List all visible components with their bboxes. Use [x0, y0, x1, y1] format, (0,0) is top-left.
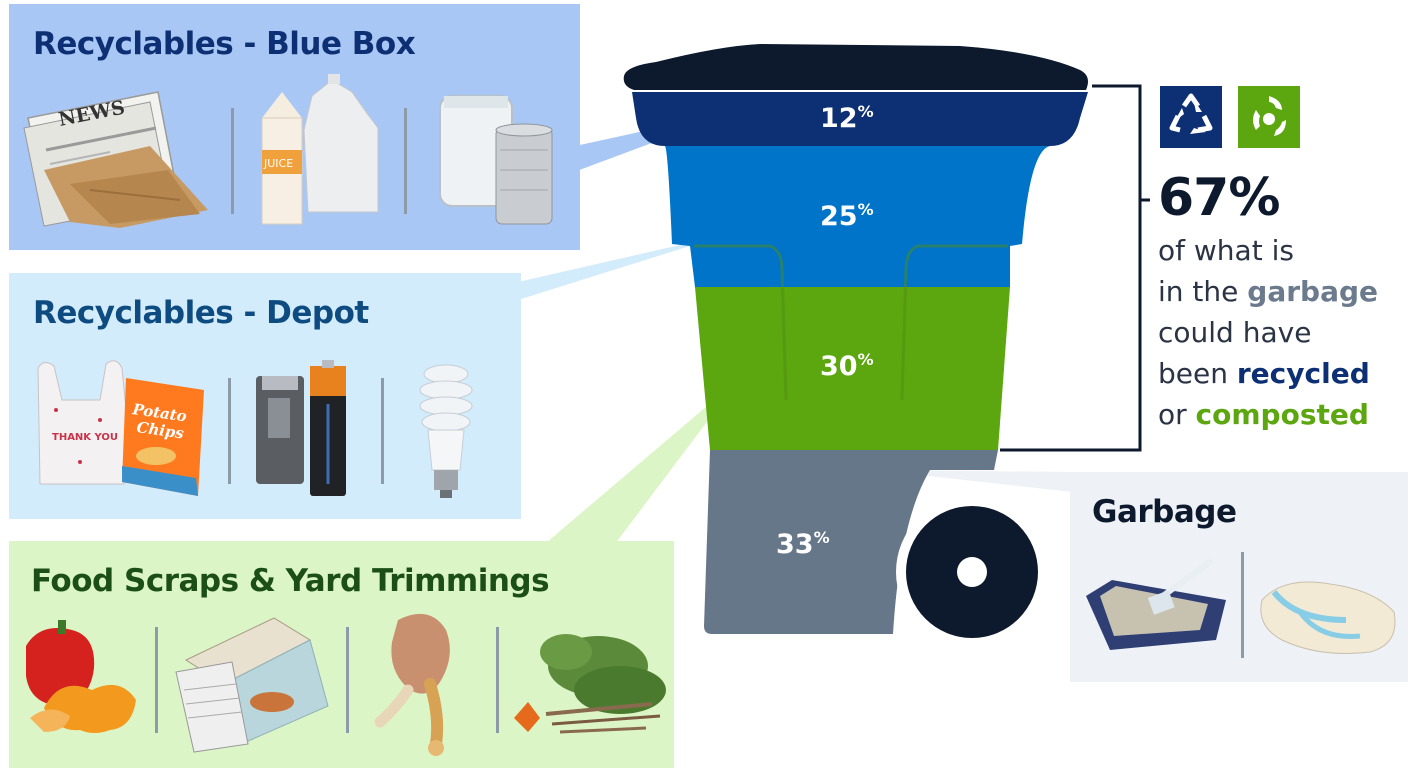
garbage-highlight: garbage: [1247, 275, 1378, 308]
separator: [1241, 552, 1244, 658]
depot-title: Recyclables - Depot: [33, 295, 369, 331]
garbage-segment: [704, 450, 998, 634]
potato-chips-icon: Potato Chips: [122, 378, 204, 496]
blue-box-percent: 12%: [820, 102, 874, 134]
garbage-title: Garbage: [1092, 494, 1237, 530]
separator: [231, 108, 234, 214]
blue-box-segment: [632, 92, 1088, 146]
separator: [404, 108, 407, 214]
summary-bracket: [1000, 84, 1142, 452]
summary-description: of what is in the garbage could have bee…: [1158, 234, 1378, 431]
newspaper-icon: NEWS: [23, 91, 208, 228]
summary-percent: 67%: [1158, 168, 1280, 228]
blue-box-title: Recyclables - Blue Box: [33, 26, 416, 62]
juice-label: JUICE: [263, 157, 293, 170]
separator: [228, 378, 231, 484]
separator: [496, 627, 499, 733]
glass-jar-icon: [439, 95, 553, 225]
organics-percent: 30%: [820, 350, 874, 382]
battery-icon: [256, 360, 346, 496]
organics-title: Food Scraps & Yard Trimmings: [31, 563, 550, 599]
organics-callout: [540, 378, 740, 548]
pepper-peel-icon: [26, 620, 136, 733]
cart-lid: [623, 44, 1088, 90]
compost-badge: [1238, 86, 1300, 148]
juice-carton-icon: JUICE: [261, 74, 379, 225]
plastic-bag-icon: THANK YOU: [37, 360, 127, 485]
light-bulb-icon: [419, 364, 473, 498]
organics-segment: [695, 287, 1010, 450]
depot-segment: [665, 146, 1050, 287]
separator: [381, 378, 384, 484]
yard-trimmings-icon: [514, 634, 666, 734]
recycle-badge: [1160, 86, 1222, 148]
diaper-icon: [1260, 581, 1396, 654]
pizza-box-icon: [175, 617, 329, 753]
recycle-icon: [1169, 93, 1213, 134]
separator: [346, 627, 349, 733]
depot-percent: 25%: [820, 200, 874, 232]
compost-icon: [1253, 96, 1286, 136]
recycled-highlight: recycled: [1236, 357, 1370, 390]
depot-callout: [518, 234, 728, 300]
chicken-bone-icon: [374, 613, 450, 756]
litter-box-icon: [1086, 559, 1226, 650]
composted-highlight: composted: [1195, 398, 1369, 431]
separator: [155, 627, 158, 733]
garbage-percent: 33%: [776, 528, 830, 560]
bag-label: THANK YOU: [52, 432, 118, 443]
